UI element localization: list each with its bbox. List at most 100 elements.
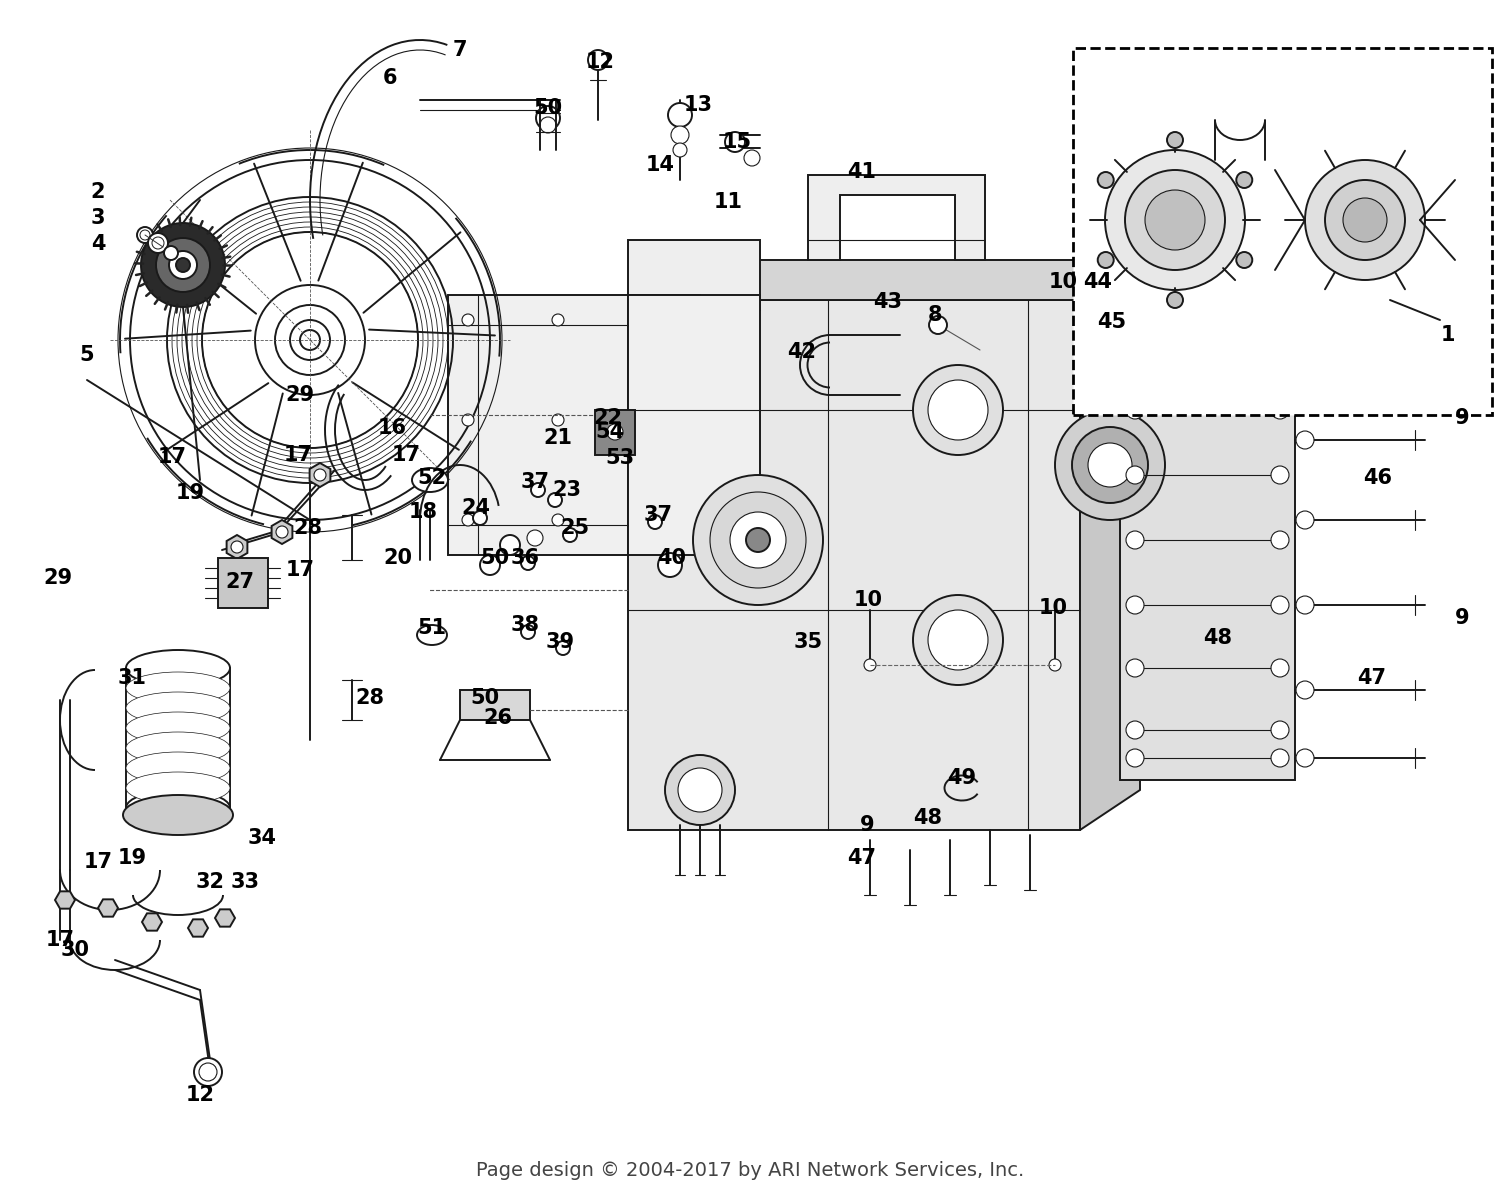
Circle shape bbox=[648, 515, 662, 529]
Bar bbox=[1072, 48, 1492, 415]
Polygon shape bbox=[460, 691, 530, 721]
Text: 12: 12 bbox=[186, 1085, 214, 1106]
Circle shape bbox=[170, 251, 196, 279]
Circle shape bbox=[1296, 356, 1314, 374]
Circle shape bbox=[562, 528, 578, 543]
Text: 15: 15 bbox=[723, 132, 752, 152]
Circle shape bbox=[1126, 401, 1144, 419]
Circle shape bbox=[552, 414, 564, 426]
Circle shape bbox=[520, 626, 536, 639]
Text: 31: 31 bbox=[117, 668, 147, 688]
Circle shape bbox=[1072, 427, 1148, 503]
Circle shape bbox=[1054, 410, 1166, 520]
Circle shape bbox=[1270, 659, 1288, 677]
Circle shape bbox=[140, 230, 150, 241]
Polygon shape bbox=[808, 174, 986, 260]
Circle shape bbox=[1270, 466, 1288, 484]
Text: 37: 37 bbox=[644, 505, 672, 525]
Text: 47: 47 bbox=[847, 848, 876, 869]
Polygon shape bbox=[272, 520, 292, 544]
Polygon shape bbox=[309, 463, 330, 487]
Text: 17: 17 bbox=[285, 561, 315, 580]
Circle shape bbox=[1098, 251, 1113, 268]
Polygon shape bbox=[628, 295, 760, 555]
Text: 36: 36 bbox=[510, 549, 540, 568]
Text: 38: 38 bbox=[510, 615, 540, 635]
Text: 24: 24 bbox=[462, 498, 490, 518]
Text: 4: 4 bbox=[90, 235, 105, 254]
Circle shape bbox=[462, 314, 474, 326]
Circle shape bbox=[746, 528, 770, 552]
Circle shape bbox=[194, 1057, 222, 1086]
Circle shape bbox=[1144, 190, 1204, 250]
Text: 34: 34 bbox=[248, 828, 276, 848]
Circle shape bbox=[552, 514, 564, 526]
Text: 45: 45 bbox=[1098, 312, 1126, 332]
Circle shape bbox=[730, 512, 786, 568]
Polygon shape bbox=[142, 913, 162, 931]
Text: 25: 25 bbox=[561, 518, 590, 538]
Text: 11: 11 bbox=[714, 192, 742, 212]
Circle shape bbox=[231, 541, 243, 553]
Circle shape bbox=[1296, 431, 1314, 449]
Text: 50: 50 bbox=[534, 97, 562, 118]
Text: 22: 22 bbox=[594, 408, 622, 428]
Text: 42: 42 bbox=[788, 342, 816, 362]
Text: 14: 14 bbox=[645, 155, 675, 174]
Text: 9: 9 bbox=[859, 814, 874, 835]
Text: 41: 41 bbox=[847, 162, 876, 182]
Text: 10: 10 bbox=[853, 589, 882, 610]
Text: 39: 39 bbox=[546, 632, 574, 652]
Text: 6: 6 bbox=[382, 69, 398, 88]
Text: 16: 16 bbox=[378, 417, 406, 438]
Circle shape bbox=[556, 641, 570, 654]
Ellipse shape bbox=[126, 752, 230, 784]
Text: 30: 30 bbox=[60, 940, 90, 960]
Text: 3: 3 bbox=[90, 208, 105, 229]
Circle shape bbox=[1236, 251, 1252, 268]
Circle shape bbox=[200, 1063, 217, 1081]
Polygon shape bbox=[596, 410, 634, 455]
Circle shape bbox=[1342, 198, 1388, 242]
Circle shape bbox=[176, 257, 190, 272]
Circle shape bbox=[1106, 150, 1245, 290]
Circle shape bbox=[552, 314, 564, 326]
Circle shape bbox=[1126, 749, 1144, 768]
Text: 28: 28 bbox=[294, 518, 322, 538]
Circle shape bbox=[1270, 721, 1288, 739]
Circle shape bbox=[276, 526, 288, 538]
Circle shape bbox=[678, 768, 722, 812]
Circle shape bbox=[314, 469, 326, 481]
Text: 50: 50 bbox=[480, 549, 510, 568]
Text: 26: 26 bbox=[483, 709, 513, 728]
Ellipse shape bbox=[126, 731, 230, 764]
Ellipse shape bbox=[126, 772, 230, 804]
Circle shape bbox=[670, 126, 688, 144]
Polygon shape bbox=[628, 260, 1140, 300]
Circle shape bbox=[540, 117, 556, 134]
Text: 43: 43 bbox=[873, 292, 903, 312]
Circle shape bbox=[526, 531, 543, 546]
Text: 49: 49 bbox=[948, 768, 976, 788]
Circle shape bbox=[864, 659, 876, 671]
Circle shape bbox=[744, 150, 760, 166]
Circle shape bbox=[724, 132, 746, 152]
Ellipse shape bbox=[123, 795, 232, 835]
Ellipse shape bbox=[126, 712, 230, 743]
Text: 19: 19 bbox=[117, 848, 147, 869]
Text: 17: 17 bbox=[45, 930, 75, 950]
Circle shape bbox=[928, 610, 988, 670]
Polygon shape bbox=[217, 558, 268, 608]
Circle shape bbox=[1098, 288, 1118, 308]
Circle shape bbox=[1126, 595, 1144, 614]
Text: 21: 21 bbox=[543, 428, 573, 448]
Circle shape bbox=[1126, 531, 1144, 549]
Polygon shape bbox=[56, 891, 75, 908]
Circle shape bbox=[1098, 172, 1113, 188]
Text: 23: 23 bbox=[552, 480, 582, 500]
Text: 53: 53 bbox=[606, 448, 634, 468]
Text: 10: 10 bbox=[1048, 272, 1077, 292]
Circle shape bbox=[1296, 595, 1314, 614]
Circle shape bbox=[1296, 681, 1314, 699]
Circle shape bbox=[1088, 443, 1132, 487]
